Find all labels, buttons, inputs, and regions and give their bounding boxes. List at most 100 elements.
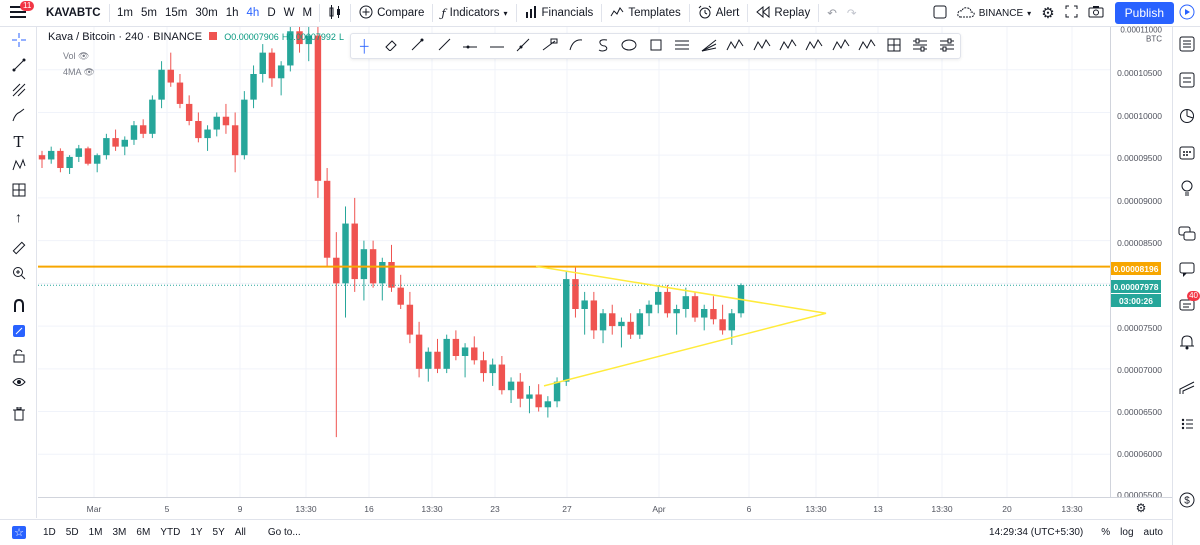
settings-button[interactable]: ⚙ — [1036, 0, 1059, 27]
lock-drawings-tool[interactable] — [0, 345, 37, 370]
undo-button[interactable]: ↶ — [822, 0, 842, 27]
range-5y[interactable]: 5Y — [212, 527, 225, 538]
compare-button[interactable]: Compare — [354, 0, 429, 27]
templates-icon — [610, 6, 624, 21]
xabcd-pattern-tool[interactable] — [801, 34, 827, 58]
cursor-tool[interactable]: ┼ — [351, 34, 377, 58]
pitchfork-tool[interactable] — [0, 79, 37, 104]
symbol-search-button[interactable]: KAVABTC — [46, 7, 101, 19]
settings-tool[interactable] — [934, 34, 960, 58]
chart-pane[interactable] — [38, 27, 1110, 497]
interval-w[interactable]: W — [283, 7, 295, 19]
trend-line-tool[interactable] — [404, 34, 430, 58]
publish-button[interactable]: Publish — [1114, 2, 1174, 24]
range-tool[interactable] — [907, 34, 933, 58]
range-1m[interactable]: 1M — [88, 527, 103, 538]
financials-button[interactable]: Financials — [520, 0, 599, 27]
indicators-button[interactable]: ƒ Indicators ▾ — [436, 0, 512, 27]
data-window-button[interactable] — [1173, 99, 1200, 135]
path-tool[interactable] — [589, 34, 615, 58]
back-arrow-tool[interactable]: ↑ — [0, 204, 37, 229]
horizontal-line-tool[interactable] — [483, 34, 509, 58]
crosshair-tool[interactable] — [0, 29, 37, 54]
magnet-tool[interactable] — [0, 295, 37, 320]
elliott-wave-tool[interactable] — [828, 34, 854, 58]
axis-settings-button[interactable]: ⚙ — [1110, 497, 1172, 517]
interval-15m[interactable]: 15m — [164, 7, 188, 19]
interval-4h[interactable]: 4h — [246, 7, 260, 19]
fib-fan-tool[interactable] — [695, 34, 721, 58]
range-ytd[interactable]: YTD — [160, 527, 181, 538]
eye-icon[interactable]: 👁 — [78, 51, 90, 61]
interval-1h[interactable]: 1h — [225, 7, 239, 19]
goto-button[interactable]: Go to... — [267, 527, 301, 538]
text-tool[interactable]: T — [0, 129, 37, 154]
time-axis[interactable]: Mar 5 9 13:30 16 13:30 23 27 Apr 6 13:30… — [38, 497, 1110, 517]
hide-drawings-tool[interactable] — [0, 370, 37, 395]
interval-30m[interactable]: 30m — [195, 7, 218, 19]
templates-button[interactable]: Templates — [605, 0, 685, 27]
horizontal-ray-tool[interactable] — [457, 34, 483, 58]
percent-scale-toggle[interactable]: % — [1101, 527, 1111, 538]
interval-d[interactable]: D — [267, 7, 276, 19]
redo-button[interactable]: ↷ — [842, 0, 862, 27]
clock-display[interactable]: 14:29:34 (UTC+5:30) — [989, 527, 1084, 538]
order-panel-button[interactable] — [1173, 371, 1200, 407]
auto-scale-toggle[interactable]: auto — [1143, 527, 1163, 538]
notifications-button[interactable] — [1173, 325, 1200, 361]
watchlist-button[interactable] — [1173, 27, 1200, 63]
alert-button[interactable]: Alert — [693, 0, 745, 27]
help-button[interactable]: $ — [1173, 483, 1200, 519]
parallel-channel-tool[interactable] — [669, 34, 695, 58]
main-menu-button[interactable]: 11 — [0, 0, 36, 27]
ruler-tool[interactable] — [0, 237, 37, 262]
calendar-button[interactable] — [1173, 135, 1200, 171]
pattern-tool[interactable] — [0, 154, 37, 179]
interval-m[interactable]: M — [302, 7, 313, 19]
exchange-selector[interactable]: BINANCE ▾ — [952, 0, 1036, 27]
eraser-tool[interactable] — [377, 34, 403, 58]
zoom-tool[interactable] — [0, 262, 37, 287]
interval-1m[interactable]: 1m — [117, 7, 133, 19]
fullscreen-button[interactable] — [1060, 0, 1083, 27]
curve-tool[interactable] — [563, 34, 589, 58]
layout-button[interactable] — [928, 0, 952, 27]
remove-drawings-tool[interactable] — [0, 403, 37, 428]
video-publish-button[interactable] — [1174, 0, 1200, 27]
brush-tool[interactable] — [0, 104, 37, 129]
range-1d[interactable]: 1D — [43, 527, 56, 538]
replay-button[interactable]: Replay — [751, 0, 815, 27]
log-scale-toggle[interactable]: log — [1120, 527, 1134, 538]
abcd-pattern-tool[interactable] — [722, 34, 748, 58]
three-drives-tool[interactable] — [854, 34, 880, 58]
chats-button[interactable] — [1173, 217, 1200, 253]
abc-wave-tool[interactable] — [748, 34, 774, 58]
messages-button[interactable]: 40 — [1173, 289, 1200, 325]
range-5d[interactable]: 5D — [65, 527, 79, 538]
stay-in-drawing-tool[interactable] — [0, 320, 37, 345]
candlestick-chart[interactable] — [38, 27, 1110, 497]
ellipse-tool[interactable] — [616, 34, 642, 58]
ideas-button[interactable] — [1173, 171, 1200, 207]
eye-icon[interactable]: 👁 — [83, 67, 95, 77]
interval-5m[interactable]: 5m — [140, 7, 157, 19]
templates-label: Templates — [628, 7, 681, 19]
triangle-pattern-tool[interactable] — [775, 34, 801, 58]
info-line-tool[interactable] — [536, 34, 562, 58]
dom-button[interactable] — [1173, 407, 1200, 443]
alerts-panel-button[interactable] — [1173, 63, 1200, 99]
range-all[interactable]: All — [234, 527, 246, 538]
extended-line-tool[interactable] — [510, 34, 536, 58]
chart-type-button[interactable] — [323, 0, 347, 27]
trend-line-tool[interactable] — [0, 54, 37, 79]
prediction-tool[interactable] — [0, 179, 37, 204]
range-3m[interactable]: 3M — [112, 527, 127, 538]
ray-tool[interactable] — [430, 34, 456, 58]
range-6m[interactable]: 6M — [136, 527, 151, 538]
range-1y[interactable]: 1Y — [190, 527, 203, 538]
snapshot-button[interactable] — [1083, 0, 1109, 27]
grid-tool[interactable] — [881, 34, 907, 58]
date-range-button[interactable]: ☆ — [0, 526, 38, 539]
rectangle-tool[interactable] — [642, 34, 668, 58]
streams-button[interactable] — [1173, 253, 1200, 289]
